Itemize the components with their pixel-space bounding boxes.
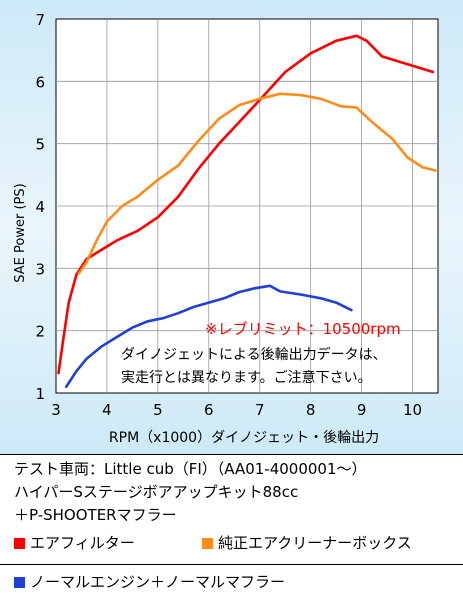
x-tick-label: 7 (255, 401, 265, 419)
divider-top (0, 454, 463, 455)
divider-legend (0, 564, 463, 565)
kit-text: ハイパーSステージボアアップキット88cc (14, 483, 299, 501)
legend-item-stock-airbox: 純正エアクリーナーボックス (202, 532, 412, 553)
x-tick-label: 8 (306, 401, 316, 419)
series-lines (57, 34, 437, 389)
x-tick-label: 3 (51, 401, 61, 419)
test-info-panel: テスト車両：Little cub（FI）（AA01-4000001〜） ハイパー… (0, 454, 463, 600)
legend-swatch-orange (202, 538, 213, 549)
x-tick-label: 4 (102, 401, 112, 419)
series-line-2 (77, 92, 437, 275)
x-axis-label: RPM（x1000）ダイノジェット・後輪出力 (109, 429, 379, 446)
y-tick-label: 3 (35, 260, 45, 278)
x-tick-label: 5 (153, 401, 163, 419)
dyno-chart: 3 4 5 6 7 8 9 10 1 2 3 4 5 6 7 SAE Power (PS) RPM（x100… (0, 0, 463, 454)
y-tick-label: 6 (35, 73, 45, 91)
legend-item-air-filter: エアフィルター (14, 532, 135, 553)
x-tick-label: 6 (204, 401, 214, 419)
redline-annotation: ※レブリミット：10500rpm (205, 320, 401, 338)
legend-swatch-blue (14, 577, 25, 588)
muffler-text: ＋P-SHOOTERマフラー (14, 506, 177, 524)
grid-lines (56, 19, 438, 393)
legend-label-stock-airbox: 純正エアクリーナーボックス (218, 534, 412, 552)
x-tick-label: 10 (403, 401, 422, 419)
note-line-1: ダイノジェットによる後輪出力データは、 (121, 346, 387, 363)
legend-swatch-red (14, 538, 25, 549)
legend-label-normal: ノーマルエンジン＋ノーマルマフラー (30, 573, 286, 591)
legend-item-normal: ノーマルエンジン＋ノーマルマフラー (14, 571, 285, 592)
y-tick-label: 2 (35, 323, 45, 341)
x-tick-label: 9 (357, 401, 367, 419)
tick-labels: 3 4 5 6 7 8 9 10 1 2 3 4 5 6 7 (35, 11, 422, 419)
y-tick-label: 1 (35, 385, 45, 403)
series-line-3 (64, 284, 353, 389)
legend-label-air-filter: エアフィルター (30, 534, 135, 552)
chart-svg: 3 4 5 6 7 8 9 10 1 2 3 4 5 6 7 SAE Power (PS) RPM（x100… (0, 0, 463, 454)
y-tick-label: 7 (35, 11, 45, 29)
y-tick-label: 4 (35, 198, 45, 216)
y-axis-label: SAE Power (PS) (13, 183, 28, 282)
series-line-1 (57, 34, 435, 375)
y-tick-label: 5 (35, 136, 45, 154)
test-vehicle-text: テスト車両：Little cub（FI）（AA01-4000001〜） (14, 460, 367, 478)
note-line-2: 実走行とは異なります。ご注意下さい。 (121, 369, 372, 386)
